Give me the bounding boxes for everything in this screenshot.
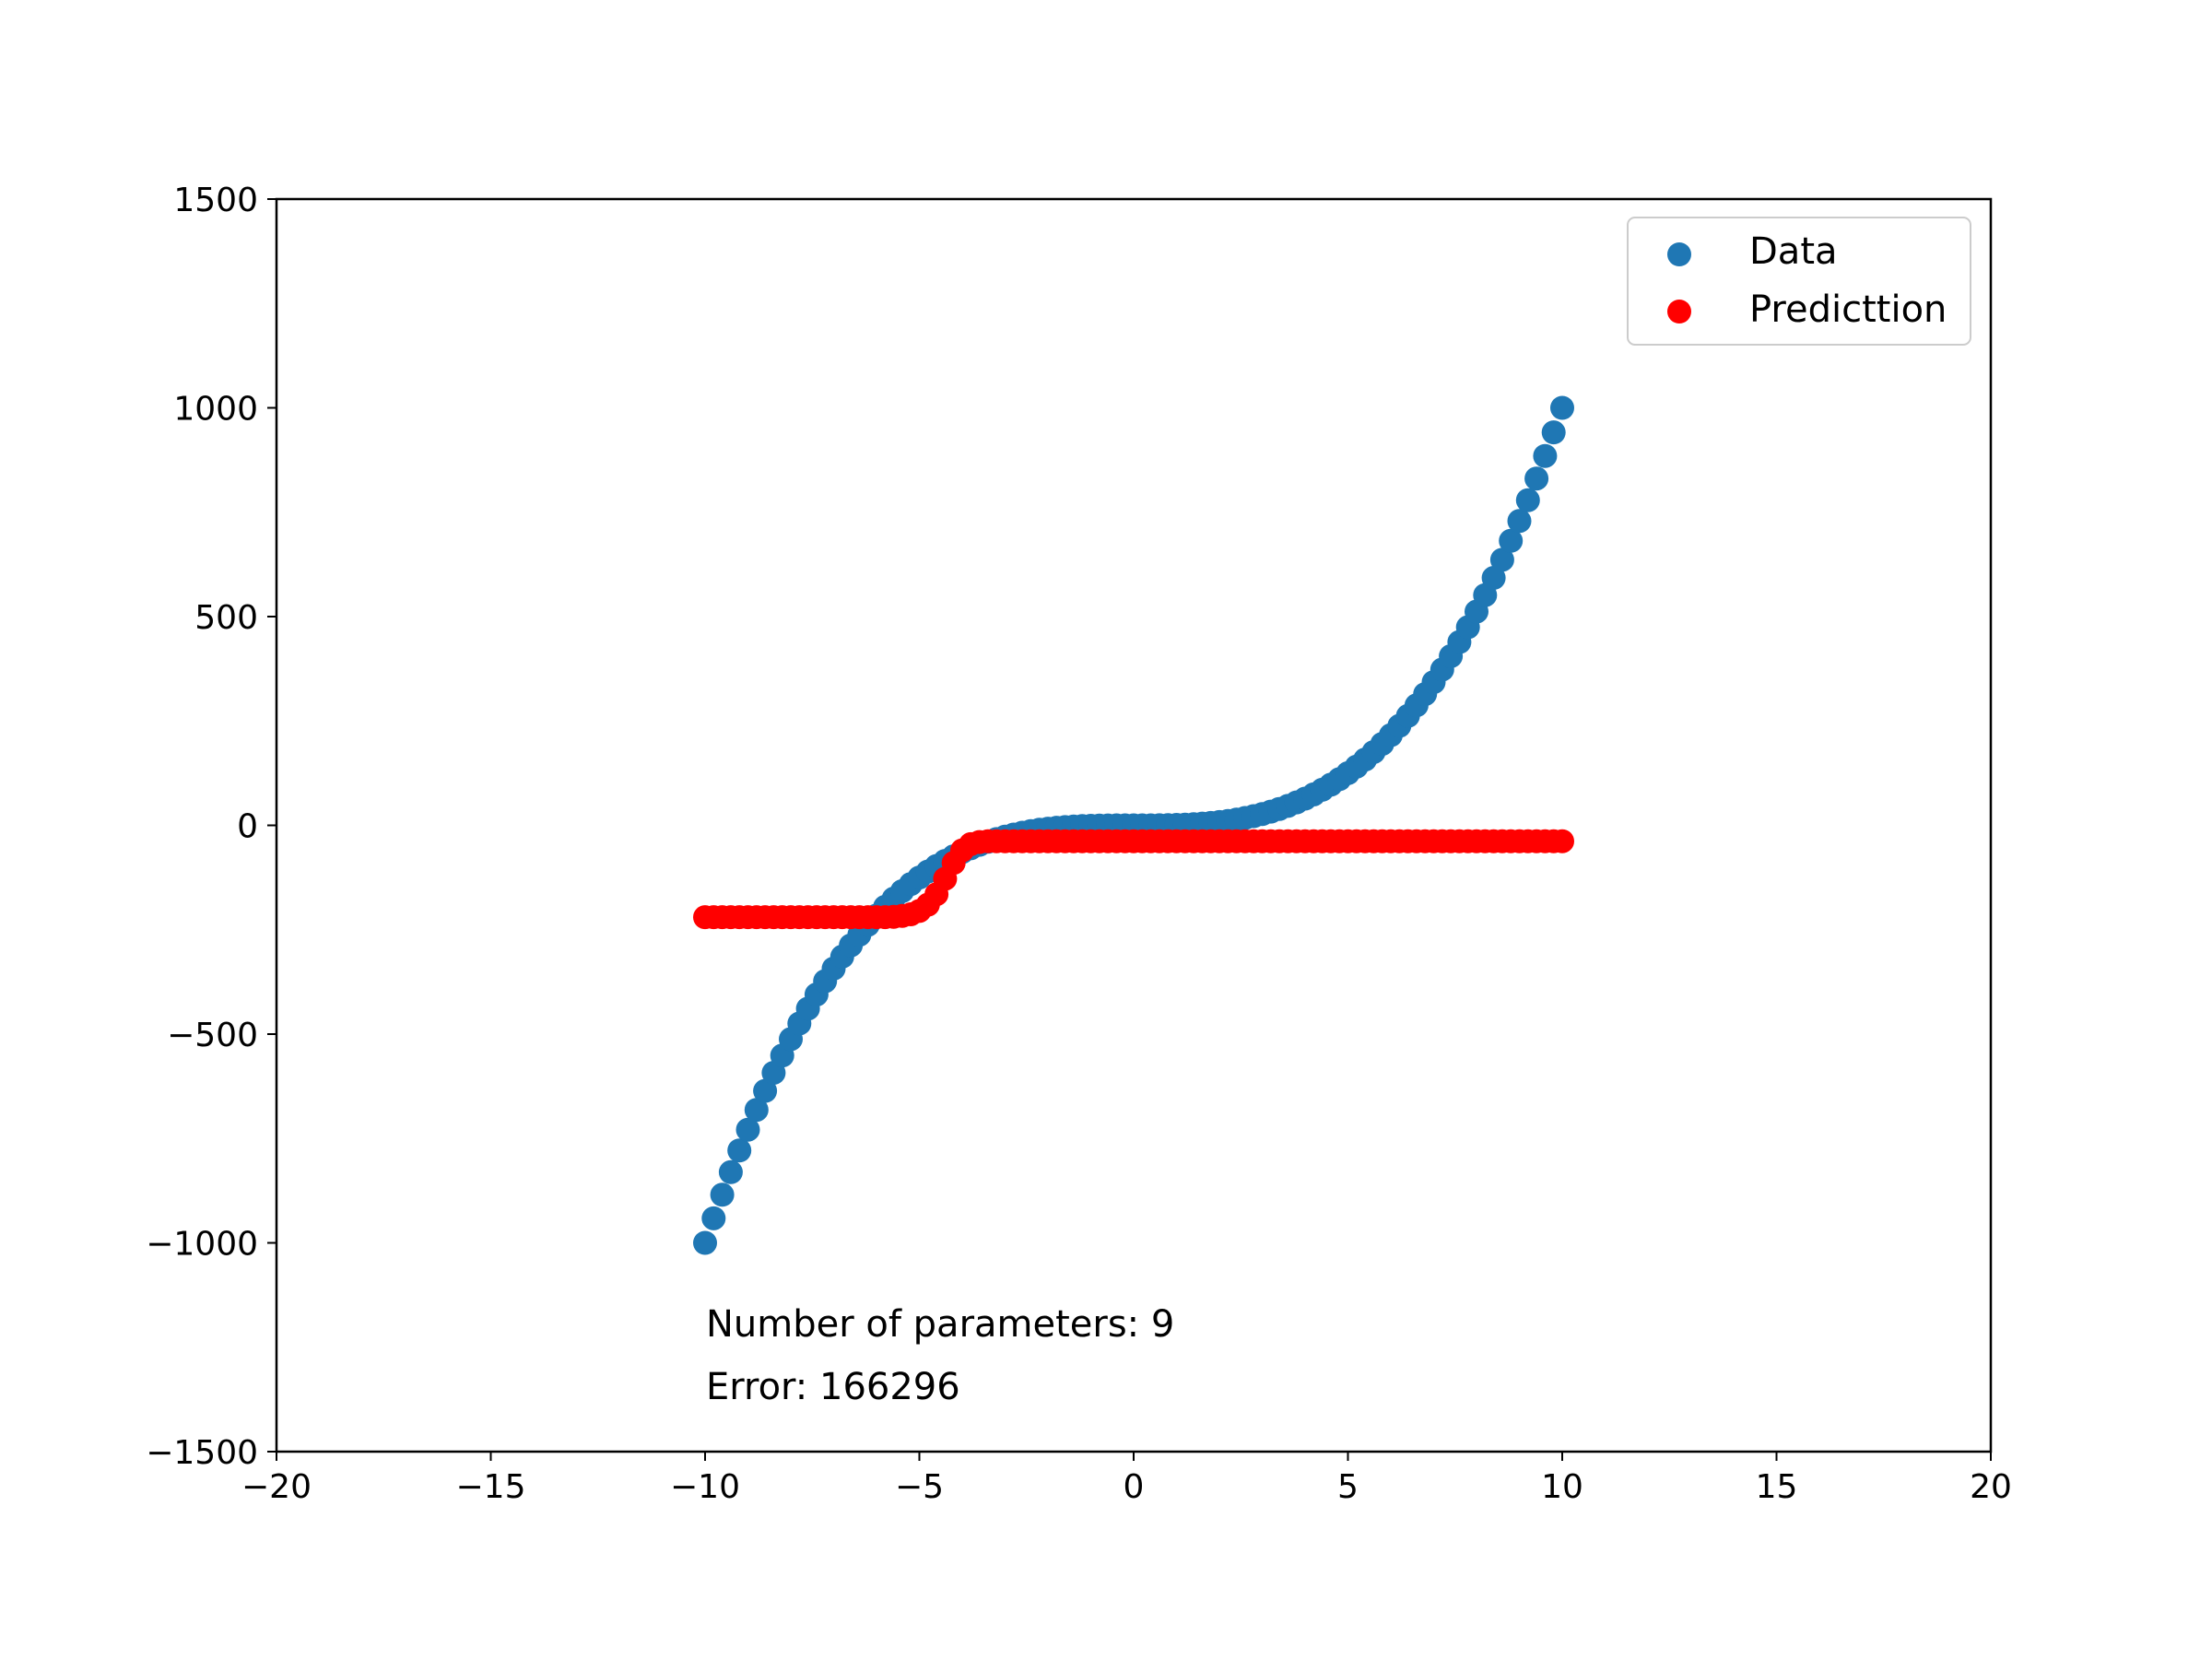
data-point: [744, 1098, 769, 1123]
prediction-point: [1550, 829, 1574, 853]
legend-marker-data: [1667, 242, 1691, 266]
x-tick-label: 10: [1541, 1468, 1583, 1506]
y-tick-label: −1000: [146, 1226, 258, 1264]
data-point: [693, 1230, 717, 1255]
legend-label-data: Data: [1749, 230, 1838, 273]
data-point: [1533, 443, 1558, 468]
data-point: [1515, 488, 1540, 512]
legend-marker-prediction: [1667, 300, 1691, 324]
annotation-num-params: Number of parameters: 9: [706, 1303, 1174, 1346]
data-point: [727, 1138, 752, 1163]
series-layer: [693, 395, 1574, 1255]
annotation-error: Error: 166296: [706, 1366, 960, 1408]
data-point: [753, 1078, 778, 1103]
data-point: [1489, 547, 1514, 572]
ticks-layer: −20 −15 −10 −5 0 5 10 15 20 −1500 −1000 −500 0 500 100…: [146, 182, 2012, 1506]
y-tick-label: 1000: [173, 391, 258, 429]
y-tick-label: −1500: [146, 1434, 258, 1472]
legend-frame: [1627, 217, 1971, 346]
data-point: [718, 1159, 743, 1184]
x-tick-label: 15: [1756, 1468, 1798, 1506]
legend: Data Predicttion: [1627, 217, 1971, 346]
y-tick-label: 0: [237, 808, 258, 846]
y-tick-label: 1500: [173, 182, 258, 219]
data-point: [1481, 566, 1506, 591]
data-point: [1499, 528, 1524, 553]
data-point: [701, 1206, 726, 1230]
data-point: [1524, 466, 1549, 491]
x-tick-label: −20: [241, 1468, 312, 1506]
x-tick-label: 20: [1970, 1468, 2012, 1506]
x-tick-label: 0: [1124, 1468, 1145, 1506]
x-tick-label: −10: [670, 1468, 740, 1506]
data-point: [1550, 395, 1574, 420]
x-tick-label: −15: [456, 1468, 526, 1506]
x-tick-label: −5: [895, 1468, 944, 1506]
data-point: [710, 1182, 735, 1207]
y-tick-label: 500: [194, 599, 258, 637]
data-point: [735, 1117, 760, 1142]
series-prediction: [693, 829, 1574, 930]
x-tick-label: 5: [1337, 1468, 1359, 1506]
legend-label-prediction: Predicttion: [1749, 288, 1947, 331]
y-tick-label: −500: [167, 1017, 258, 1054]
data-point: [1541, 420, 1566, 445]
data-point: [1507, 509, 1532, 534]
